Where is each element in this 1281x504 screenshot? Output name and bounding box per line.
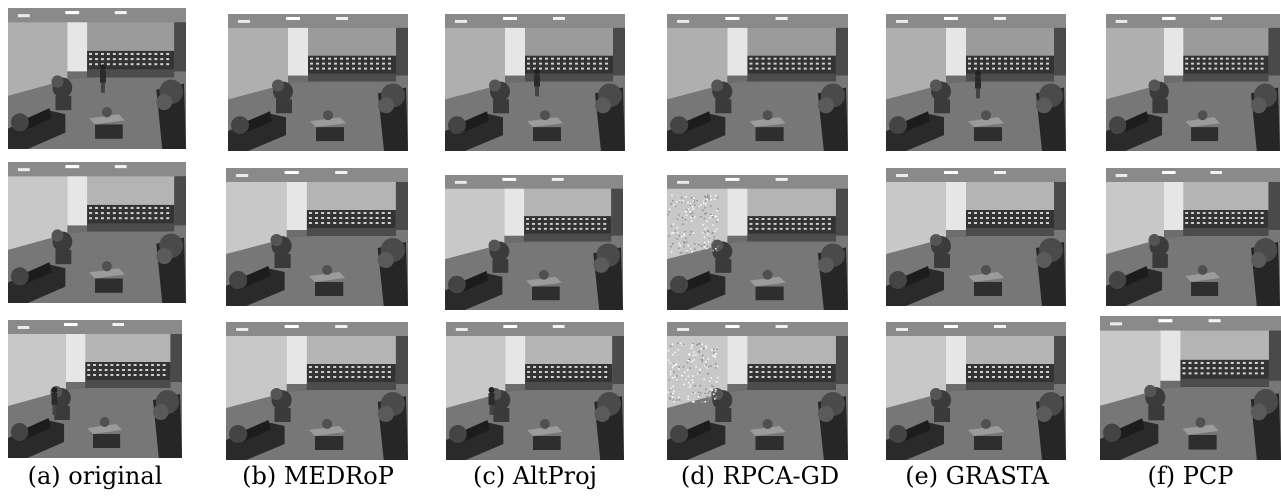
lobby-scene-image <box>886 14 1066 151</box>
frame-c-row1 <box>445 14 625 151</box>
column-pcp: (f) PCP <box>1100 0 1281 504</box>
lobby-scene-image <box>446 322 624 460</box>
frame-d-row3 <box>667 322 848 460</box>
frame-e-row2 <box>886 168 1066 306</box>
frame-e-row1 <box>886 14 1066 151</box>
frame-e-row3 <box>886 322 1066 460</box>
lobby-scene-image <box>667 14 848 151</box>
lobby-scene-image <box>8 162 186 303</box>
caption-altproj: (c) AltProj <box>440 458 630 494</box>
frame-c-row3 <box>446 322 624 460</box>
frame-a-row1 <box>8 8 186 149</box>
lobby-scene-image <box>445 175 623 310</box>
lobby-scene-image <box>886 322 1066 460</box>
lobby-scene-image <box>228 14 408 151</box>
caption-original: (a) original <box>0 458 190 494</box>
column-grasta: (e) GRASTA <box>882 0 1097 504</box>
frame-f-row2 <box>1106 168 1280 306</box>
frame-f-row3 <box>1100 316 1281 460</box>
column-medrop: (b) MEDRoP <box>220 0 435 504</box>
column-original: (a) original <box>0 0 215 504</box>
caption-medrop: (b) MEDRoP <box>220 458 416 494</box>
frame-b-row1 <box>228 14 408 151</box>
frame-a-row2 <box>8 162 186 303</box>
lobby-scene-image <box>667 175 848 310</box>
caption-rpca-gd: (d) RPCA-GD <box>662 458 858 494</box>
lobby-scene-image <box>1106 168 1280 306</box>
lobby-scene-image <box>8 8 186 149</box>
frame-b-row3 <box>226 322 408 460</box>
lobby-scene-image <box>8 320 182 458</box>
lobby-scene-image <box>445 14 625 151</box>
lobby-scene-image <box>226 168 408 306</box>
caption-grasta: (e) GRASTA <box>882 458 1072 494</box>
frame-b-row2 <box>226 168 408 306</box>
column-altproj: (c) AltProj <box>440 0 655 504</box>
lobby-scene-image <box>886 168 1066 306</box>
lobby-scene-image <box>1100 316 1281 460</box>
frame-d-row2 <box>667 175 848 310</box>
lobby-scene-image <box>1106 14 1280 151</box>
lobby-scene-image <box>226 322 408 460</box>
frame-c-row2 <box>445 175 623 310</box>
caption-pcp: (f) PCP <box>1100 458 1281 494</box>
frame-d-row1 <box>667 14 848 151</box>
lobby-scene-image <box>667 322 848 460</box>
column-rpca-gd: (d) RPCA-GD <box>662 0 877 504</box>
frame-f-row1 <box>1106 14 1280 151</box>
frame-a-row3 <box>8 320 182 458</box>
